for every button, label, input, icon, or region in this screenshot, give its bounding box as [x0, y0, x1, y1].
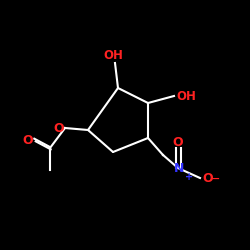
Text: OH: OH: [103, 49, 123, 62]
Text: N: N: [174, 162, 184, 174]
Text: O: O: [173, 136, 183, 149]
Text: O: O: [54, 122, 64, 134]
Text: −: −: [211, 174, 220, 184]
Text: OH: OH: [176, 90, 196, 102]
Text: O: O: [202, 172, 212, 184]
Text: +: +: [185, 172, 193, 182]
Text: O: O: [22, 134, 33, 146]
